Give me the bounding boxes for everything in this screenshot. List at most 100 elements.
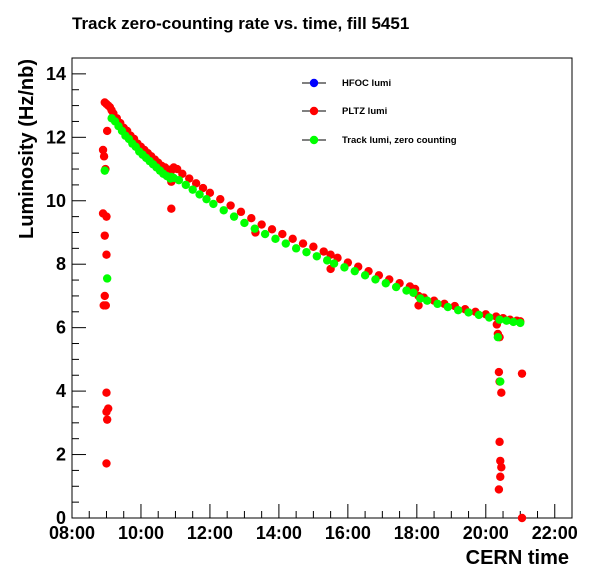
pltz-point [102, 388, 111, 397]
track-point [350, 266, 359, 276]
track-point [260, 229, 270, 239]
pltz-point [102, 250, 111, 259]
pltz-point [495, 437, 504, 447]
series-3 [100, 114, 525, 386]
pltz-point [167, 204, 176, 213]
track-point [391, 282, 401, 292]
pltz-point [102, 407, 111, 416]
track-point [495, 315, 504, 324]
y-tick-label: 2 [56, 445, 66, 465]
pltz-point [494, 367, 504, 377]
track-point [416, 294, 425, 303]
track-point [271, 234, 280, 244]
track-point [329, 259, 339, 268]
pltz-point [288, 234, 297, 244]
track-point [240, 218, 249, 228]
track-point [474, 310, 484, 320]
pltz-point [236, 207, 246, 217]
pltz-point [100, 291, 109, 301]
track-point [360, 271, 370, 280]
track-point [485, 313, 494, 322]
track-point [464, 308, 473, 317]
pltz-point [102, 415, 112, 424]
y-tick-label: 4 [56, 381, 66, 401]
legend-entry-pltz: PLTZ lumi [302, 106, 387, 117]
track-point [443, 302, 453, 312]
track-point [371, 275, 380, 284]
y-axis-title: Luminosity (Hz/nb) [16, 59, 38, 239]
pltz-point [278, 229, 287, 239]
pltz-point [257, 220, 266, 229]
legend-label-track: Track lumi, zero counting [342, 135, 457, 146]
pltz-point [178, 169, 187, 178]
track-point [181, 180, 190, 190]
legend: HFOC lumi PLTZ lumi Track lumi, zero cou… [302, 78, 457, 146]
pltz-point [309, 242, 318, 251]
track-point [229, 212, 239, 221]
track-point [281, 239, 290, 248]
pltz-point [216, 194, 225, 204]
track-point [454, 306, 463, 315]
track-point [312, 252, 322, 261]
x-tick-label: 12:00 [187, 523, 233, 543]
track-point [509, 317, 518, 327]
track-point [502, 316, 511, 325]
data-points [98, 98, 527, 523]
x-tick-label: 14:00 [256, 523, 302, 543]
track-point [422, 296, 432, 305]
legend-label-hfoc: HFOC lumi [342, 78, 391, 89]
track-point [188, 185, 197, 194]
x-tick-label: 18:00 [394, 523, 440, 543]
track-point [516, 318, 525, 328]
pltz-point [102, 212, 111, 221]
pltz-point [98, 145, 108, 155]
track-point [322, 256, 332, 265]
track-point [202, 194, 211, 204]
track-point [493, 332, 503, 342]
pltz-point [497, 388, 506, 397]
legend-marker-pltz [309, 106, 319, 116]
track-point [174, 175, 184, 185]
pltz-point [102, 126, 112, 136]
pltz-point [496, 472, 505, 481]
track-point [100, 166, 109, 175]
pltz-point [298, 239, 308, 248]
pltz-point [99, 152, 109, 161]
chart-title: Track zero-counting rate vs. time, fill … [72, 14, 409, 33]
pltz-point [494, 485, 504, 494]
pltz-point [496, 456, 505, 466]
pltz-point [226, 201, 235, 210]
pltz-point [414, 301, 423, 310]
y-tick-label: 10 [46, 191, 66, 211]
track-point [433, 299, 442, 309]
plot-frame [71, 57, 573, 519]
x-tick-label: 16:00 [325, 523, 371, 543]
pltz-point [102, 459, 111, 468]
x-tick-label: 08:00 [49, 523, 95, 543]
track-point [219, 206, 228, 215]
pltz-point [319, 247, 328, 256]
legend-entry-hfoc: HFOC lumi [302, 78, 391, 89]
x-tick-label: 22:00 [532, 523, 578, 543]
pltz-point [99, 301, 108, 310]
track-point [402, 286, 411, 295]
y-tick-label: 14 [46, 64, 66, 84]
x-tick-label: 20:00 [463, 523, 509, 543]
x-axis: 08:00 10:00 12:00 14:00 16:00 18:00 20:00 22:00 [49, 504, 578, 543]
y-tick-label: 8 [56, 254, 66, 274]
legend-entry-track: Track lumi, zero counting [302, 135, 457, 146]
y-tick-label: 6 [56, 318, 66, 338]
legend-marker-track [309, 135, 319, 145]
track-point [291, 244, 301, 253]
pltz-point [497, 463, 506, 472]
x-axis-title: CERN time [466, 547, 569, 569]
y-axis: 0 2 4 6 8 10 12 14 [46, 57, 86, 528]
pltz-point [205, 188, 215, 198]
y-tick-label: 12 [46, 127, 66, 147]
pltz-point [247, 214, 256, 223]
pltz-point [185, 174, 194, 183]
track-point [409, 288, 418, 297]
pltz-point [267, 225, 277, 234]
x-tick-label: 10:00 [118, 523, 164, 543]
y-tick-label: 0 [56, 508, 66, 528]
